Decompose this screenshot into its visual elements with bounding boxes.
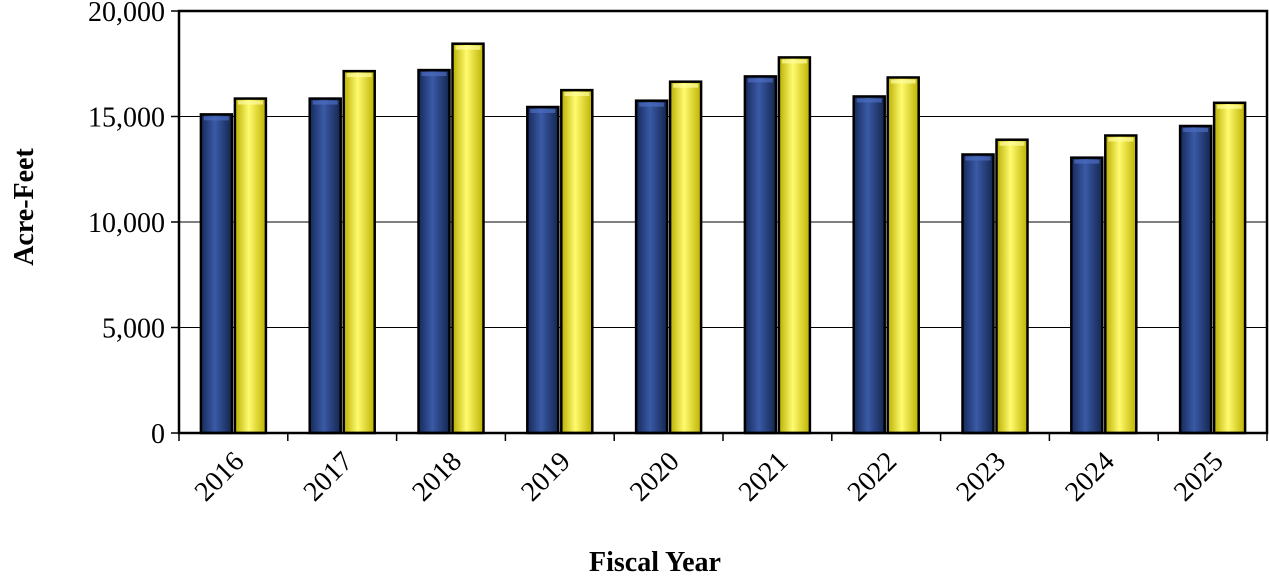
bar-highlight [781, 59, 807, 64]
y-tick-label: 0 [151, 419, 165, 450]
bar-highlight [999, 141, 1025, 146]
bar-highlight [639, 102, 665, 107]
bars [199, 42, 1247, 435]
x-tick-label: 2023 [950, 446, 1012, 508]
bar-2017-series-2 [342, 69, 376, 435]
x-tick-label: 2017 [298, 446, 360, 508]
bar-2022-series-1 [852, 95, 886, 435]
bar-2018-series-2 [451, 42, 485, 435]
x-tick-label: 2018 [406, 446, 468, 508]
x-tick-label: 2021 [733, 446, 795, 508]
bar-highlight [564, 92, 590, 97]
y-tick-label: 10,000 [88, 208, 165, 239]
bar-highlight [237, 100, 263, 105]
bar-2022-series-2 [886, 76, 920, 435]
bar-2025-series-2 [1212, 101, 1247, 435]
bar-highlight [530, 109, 556, 114]
bar-2023-series-1 [961, 153, 995, 435]
bar-2020-series-1 [634, 99, 669, 435]
bar-highlight [856, 98, 882, 103]
gridlines [179, 10, 1267, 328]
bar-2024-series-2 [1104, 134, 1138, 435]
bar-highlight [890, 79, 916, 84]
bar-2017-series-1 [308, 97, 342, 435]
bar-2016-series-2 [233, 97, 268, 435]
bar-highlight [965, 156, 991, 161]
bar-2021-series-2 [777, 56, 812, 435]
x-tick-label: 2024 [1059, 446, 1121, 508]
bar-2021-series-1 [743, 75, 778, 435]
bar-highlight [421, 72, 447, 77]
x-tick-label: 2020 [624, 446, 686, 508]
x-tick-label: 2019 [515, 446, 577, 508]
y-axis-title: Acre-Feet [9, 148, 40, 266]
y-tick-label: 20,000 [88, 0, 165, 28]
bar-2023-series-2 [995, 138, 1029, 435]
bar-2020-series-2 [668, 80, 703, 435]
x-tick-label: 2016 [189, 446, 251, 508]
bar-highlight [1183, 127, 1209, 132]
bar-highlight [747, 78, 773, 83]
bar-highlight [346, 73, 372, 78]
y-tick-label: 15,000 [88, 103, 165, 134]
bar-2019-series-1 [526, 105, 560, 435]
x-tick-label: 2025 [1168, 446, 1230, 508]
bar-2016-series-1 [199, 113, 234, 435]
bar-2024-series-1 [1070, 156, 1104, 435]
bar-highlight [1108, 137, 1134, 142]
bar-highlight [455, 45, 481, 50]
bar-highlight [673, 83, 699, 88]
bar-2025-series-1 [1178, 124, 1213, 435]
x-axis-ticks: 2016 2017 2018 2019 2020 2021 2022 2023 2024 2025 [178, 433, 1268, 508]
bar-2019-series-2 [560, 88, 594, 435]
bar-highlight [203, 116, 229, 121]
y-tick-label: 5,000 [102, 314, 165, 345]
x-axis-title: Fiscal Year [589, 547, 721, 578]
bar-2018-series-1 [417, 68, 451, 435]
bar-highlight [312, 100, 338, 105]
bar-highlight [1217, 104, 1243, 109]
x-tick-label: 2022 [842, 446, 904, 508]
bar-highlight [1074, 159, 1100, 164]
y-axis-ticks: 0 5,000 10,000 15,000 20,000 [88, 0, 179, 450]
